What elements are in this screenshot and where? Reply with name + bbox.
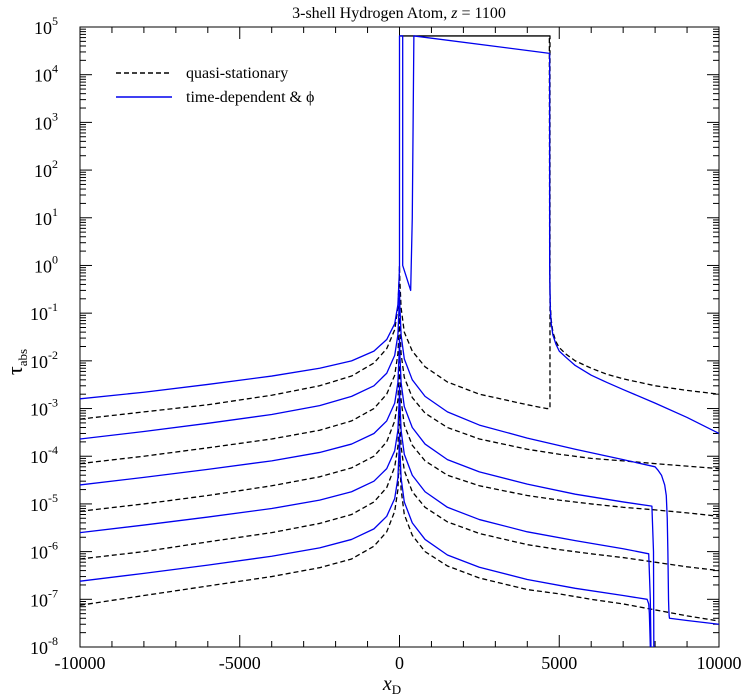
time-dependent-series-line-5 — [80, 35, 719, 435]
legend-label-time-dependent: time-dependent & ϕ — [186, 89, 314, 106]
y-tick-label: 100 — [34, 252, 58, 276]
y-axis-label: τabs — [2, 349, 30, 375]
y-tick-labels: 10-8 10-7 10-6 10-5 10-4 10-3 10-2 10-1 100 101 10… — [30, 14, 58, 658]
y-tick-label: 10-3 — [30, 396, 58, 420]
y-tick-label: 10-7 — [30, 586, 58, 610]
x-tick-label: -5000 — [219, 653, 261, 673]
y-tick-label: 10-8 — [30, 634, 58, 658]
legend: quasi-stationary time-dependent & ϕ — [116, 65, 314, 106]
y-tick-label: 103 — [34, 109, 58, 133]
y-tick-label: 10-1 — [30, 300, 58, 324]
y-tick-label: 10-4 — [30, 443, 58, 467]
quasi-stationary-series-line-2 — [80, 404, 719, 572]
time-dependent-series-line-3 — [80, 337, 655, 647]
x-tick-label: 10000 — [697, 653, 742, 673]
y-tick-label: 10-2 — [30, 348, 58, 372]
x-tick-label: -10000 — [55, 653, 106, 673]
y-tick-label: 105 — [34, 14, 58, 38]
x-axis-label: xD — [382, 673, 401, 695]
x-tick-label: 0 — [395, 653, 404, 673]
y-tick-label: 104 — [34, 62, 58, 86]
legend-label-quasi-stationary: quasi-stationary — [186, 65, 288, 82]
x-tick-label: 5000 — [541, 653, 577, 673]
series-layer — [80, 35, 719, 647]
time-dependent-series-line-1 — [80, 432, 652, 647]
quasi-stationary-series-line-1 — [80, 441, 719, 622]
chart-title: 3-shell Hydrogen Atom, z = 1100 — [292, 5, 506, 22]
y-tick-label: 101 — [34, 205, 58, 229]
y-tick-label: 10-5 — [30, 491, 58, 515]
y-tick-label: 10-6 — [30, 539, 58, 563]
time-dependent-series-line-2 — [80, 385, 653, 647]
time-dependent-series-line-4 — [80, 289, 719, 625]
y-tick-label: 102 — [34, 157, 58, 181]
x-tick-labels: -10000 -5000 0 5000 10000 — [55, 653, 742, 673]
axis-ticks — [79, 26, 720, 648]
